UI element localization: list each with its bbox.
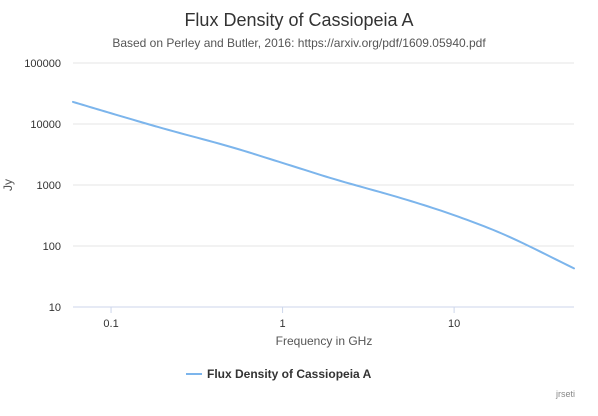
legend-item[interactable]: Flux Density of Cassiopeia A [186,367,372,381]
data-point[interactable] [158,123,168,133]
y-tick-label: 10000 [30,119,61,131]
grid [73,62,574,308]
series-line[interactable] [72,100,575,270]
chart-subtitle: Based on Perley and Butler, 2016: https:… [112,36,486,50]
data-point[interactable] [569,263,579,273]
data-point[interactable] [397,194,407,204]
y-tick-label: 10 [49,302,61,314]
x-tick-label: 1 [280,318,286,330]
data-point[interactable] [68,97,78,107]
data-point[interactable] [278,158,288,168]
x-axis-title: Frequency in GHz [276,334,373,348]
series-layer [68,97,579,273]
data-point[interactable] [501,230,511,240]
data-point[interactable] [449,210,459,220]
x-tick-label: 10 [448,318,460,330]
y-axis-title: Jy [1,179,15,191]
x-tick-label: 0.1 [103,318,118,330]
y-tick-label: 100 [43,241,61,253]
y-tick-label: 100000 [24,58,61,70]
data-point[interactable] [106,108,116,118]
data-point[interactable] [329,174,339,184]
data-point[interactable] [226,142,236,152]
x-axis: 0.1 1 10 [103,307,460,330]
legend-label: Flux Density of Cassiopeia A [207,367,372,381]
credit[interactable]: jrseti [555,389,575,399]
y-tick-label: 1000 [37,180,61,192]
y-axis: 100000 10000 1000 100 10 [24,58,61,314]
chart-title: Flux Density of Cassiopeia A [184,10,413,30]
